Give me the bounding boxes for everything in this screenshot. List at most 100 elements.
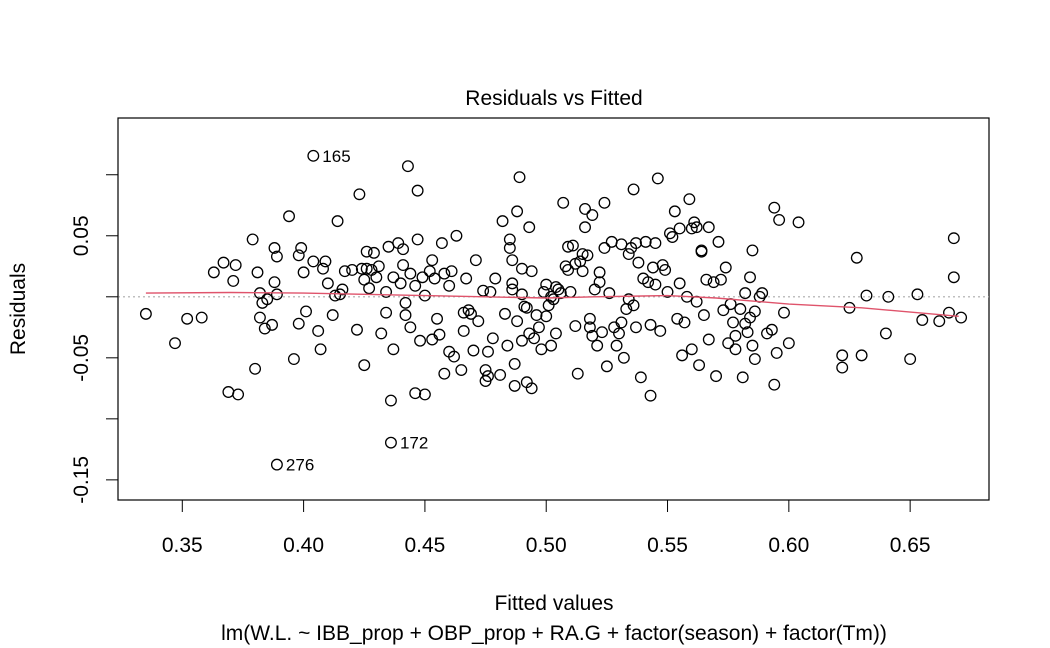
- data-point: [746, 244, 759, 257]
- data-point: [331, 215, 344, 228]
- data-point: [617, 351, 630, 364]
- data-point: [661, 285, 674, 298]
- data-point: [508, 357, 521, 370]
- data-point: [511, 205, 524, 218]
- data-point: [401, 160, 414, 173]
- data-point: [695, 244, 708, 257]
- data-point: [314, 343, 327, 356]
- data-point: [579, 221, 591, 234]
- data-point: [409, 387, 422, 400]
- data-point: [739, 287, 752, 300]
- x-tick-label: 0.65: [890, 534, 931, 557]
- data-point: [850, 251, 863, 264]
- data-point: [416, 271, 429, 284]
- data-point: [552, 283, 565, 296]
- data-point: [693, 359, 706, 372]
- data-point: [778, 306, 790, 319]
- data-point: [792, 216, 805, 229]
- data-point: [770, 346, 783, 359]
- data-point: [346, 263, 359, 276]
- data-point: [387, 343, 400, 356]
- plot-frame: [117, 117, 990, 501]
- data-point: [588, 283, 601, 296]
- data-point: [261, 293, 274, 306]
- data-point: [729, 343, 742, 356]
- data-point: [450, 229, 463, 242]
- data-point: [748, 305, 761, 318]
- data-point: [579, 202, 591, 215]
- data-point: [511, 315, 524, 328]
- data-point: [409, 279, 422, 292]
- data-point: [227, 274, 240, 287]
- data-point: [295, 242, 308, 254]
- data-point: [666, 231, 679, 243]
- data-point: [911, 288, 924, 301]
- data-point: [535, 343, 548, 356]
- data-point: [545, 339, 558, 352]
- data-point: [586, 209, 599, 221]
- data-point: [513, 171, 526, 184]
- data-point: [287, 353, 300, 365]
- data-point: [547, 293, 560, 306]
- data-point: [600, 360, 613, 373]
- data-point: [673, 277, 686, 290]
- data-point: [530, 309, 543, 322]
- data-point: [690, 221, 703, 234]
- y-axis: -0.15 -0.05 0.05: [70, 174, 119, 504]
- data-point: [610, 339, 623, 352]
- data-point: [249, 362, 262, 375]
- data-point: [482, 345, 494, 358]
- data-point: [477, 284, 490, 297]
- data-point: [744, 271, 756, 284]
- chart-title: Residuals vs Fitted: [465, 87, 642, 110]
- data-point: [358, 359, 371, 372]
- point-label: 172: [400, 434, 428, 453]
- data-point: [557, 196, 570, 209]
- data-point: [714, 273, 727, 286]
- data-point: [540, 278, 553, 291]
- data-point: [207, 266, 220, 279]
- data-point: [722, 337, 735, 350]
- data-point: [460, 272, 473, 285]
- smooth-line-layer: [145, 291, 959, 317]
- point-labels: 165 172 276: [286, 147, 428, 475]
- data-point: [549, 327, 562, 340]
- data-point: [455, 364, 468, 376]
- x-tick-label: 0.60: [768, 534, 809, 557]
- data-point: [583, 312, 596, 325]
- data-point: [955, 311, 968, 324]
- data-point: [394, 277, 407, 290]
- data-point: [246, 233, 259, 246]
- data-point: [399, 296, 412, 309]
- data-point: [426, 333, 439, 346]
- data-point: [537, 285, 550, 298]
- data-point: [307, 255, 320, 268]
- data-point: [428, 272, 441, 285]
- data-point: [576, 248, 589, 261]
- data-point: [554, 287, 567, 300]
- point-label: 276: [286, 456, 314, 475]
- data-point: [605, 235, 618, 248]
- data-point: [297, 266, 310, 279]
- x-tick-label: 0.50: [526, 534, 567, 557]
- data-point: [484, 285, 497, 298]
- data-point: [727, 316, 739, 329]
- data-point: [659, 263, 672, 276]
- data-point: [321, 277, 334, 290]
- data-point: [404, 267, 417, 280]
- data-point: [283, 210, 295, 223]
- data-point: [523, 221, 536, 234]
- data-point: [382, 240, 395, 253]
- data-point: [559, 260, 572, 273]
- data-point: [329, 289, 342, 302]
- data-point: [222, 386, 235, 398]
- data-point: [562, 240, 575, 253]
- data-point: [598, 242, 611, 254]
- data-point: [615, 316, 628, 329]
- data-point: [673, 222, 686, 235]
- data-point: [644, 318, 657, 331]
- data-point: [748, 353, 761, 365]
- data-point: [270, 288, 283, 301]
- data-point: [782, 337, 795, 350]
